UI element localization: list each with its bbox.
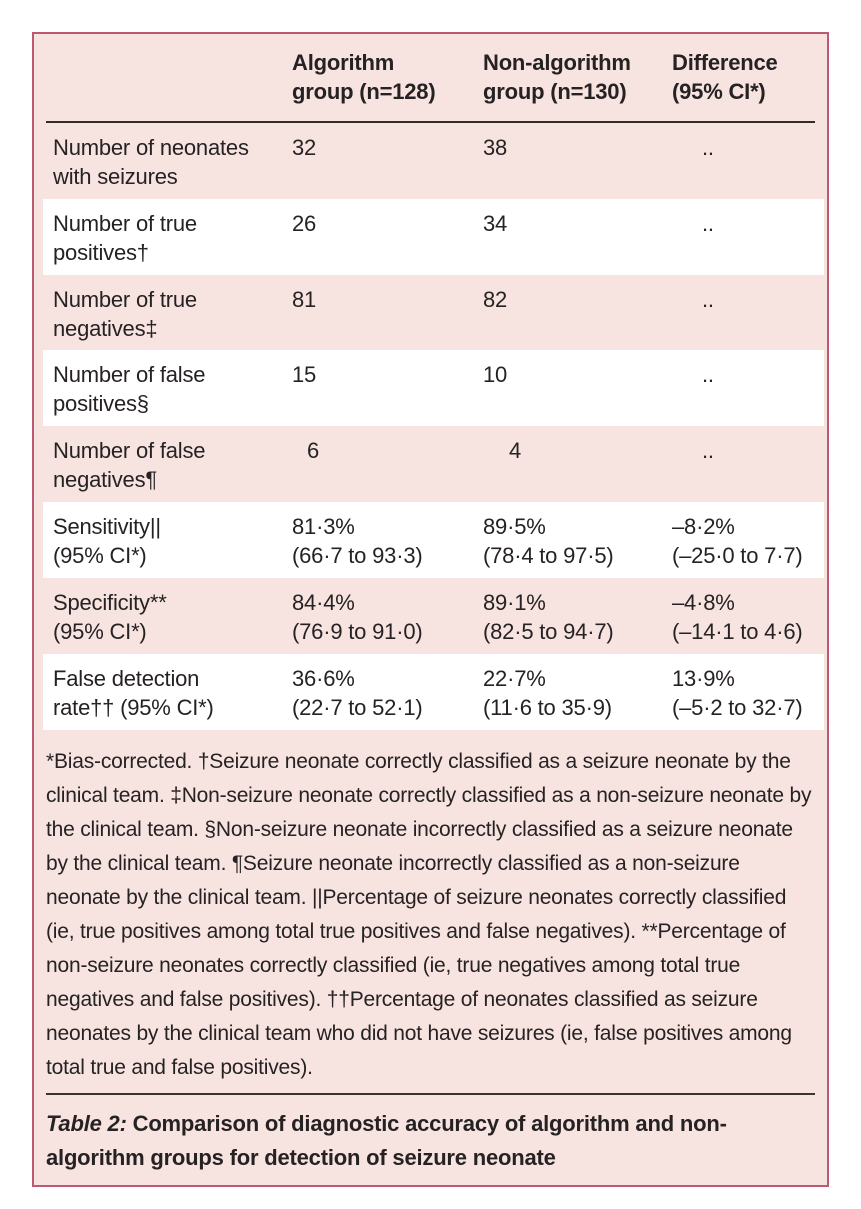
header-empty-cell	[53, 48, 292, 121]
caption-text: Comparison of diagnostic accuracy of alg…	[46, 1111, 727, 1170]
cell-algorithm-value: 26	[292, 210, 317, 236]
table-row: Number of false positives§ 15 10 ..	[43, 350, 824, 427]
cell-label: Number of false positives§	[53, 362, 206, 417]
table-row: False detection rate†† (95% CI*) 36·6% (…	[43, 654, 824, 730]
cell-difference-value: ..	[702, 210, 714, 236]
header-difference: Difference (95% CI*)	[672, 50, 778, 104]
cell-non-algorithm-value: 10	[483, 362, 508, 388]
table-row: Number of true negatives‡ 81 82 ..	[43, 275, 824, 351]
table-row: Specificity** (95% CI*) 84·4% (76·9 to 9…	[43, 578, 824, 654]
table-row: Sensitivity|| (95% CI*) 81·3% (66·7 to 9…	[43, 502, 824, 579]
cell-algorithm-value: 36·6% (22·7 to 52·1)	[292, 666, 423, 721]
cell-difference-value: ..	[702, 286, 714, 312]
header-rule	[46, 120, 815, 123]
cell-non-algorithm-value: 89·5% (78·4 to 97·5)	[483, 514, 614, 569]
cell-algorithm-value: 81	[292, 286, 317, 312]
table-header-row: Algorithm group (n=128) Non-algorithm gr…	[43, 34, 824, 121]
cell-algorithm-value: 6	[307, 438, 320, 464]
caption-block: Table 2: Comparison of diagnostic accura…	[34, 1085, 827, 1185]
cell-label: False detection rate†† (95% CI*)	[53, 666, 214, 721]
table-footnote: *Bias-corrected. †Seizure neonate correc…	[46, 749, 812, 1079]
header-algorithm-group: Algorithm group (n=128)	[292, 50, 436, 104]
cell-non-algorithm-value: 34	[483, 210, 508, 236]
cell-algorithm-value: 81·3% (66·7 to 93·3)	[292, 514, 423, 569]
cell-label: Sensitivity|| (95% CI*)	[53, 514, 161, 569]
cell-algorithm-value: 84·4% (76·9 to 91·0)	[292, 590, 423, 645]
cell-difference-value: –8·2% (–25·0 to 7·7)	[672, 514, 803, 569]
cell-label: Number of true positives†	[53, 210, 197, 265]
cell-non-algorithm-value: 22·7% (11·6 to 35·9)	[483, 666, 612, 721]
caption-label: Table 2:	[46, 1111, 127, 1136]
cell-algorithm-value: 15	[292, 362, 317, 388]
cell-difference-value: ..	[702, 362, 714, 388]
cell-label: Specificity** (95% CI*)	[53, 590, 167, 645]
table-caption: Table 2: Comparison of diagnostic accura…	[46, 1107, 815, 1175]
cell-label: Number of true negatives‡	[53, 286, 197, 341]
table-row: Number of true positives† 26 34 ..	[43, 198, 824, 275]
cell-algorithm-value: 32	[292, 134, 317, 160]
cell-non-algorithm-value: 82	[483, 286, 508, 312]
cell-difference-value: ..	[702, 134, 714, 160]
table-row: Number of neonates with seizures 32 38 .…	[43, 123, 824, 199]
table-card: Algorithm group (n=128) Non-algorithm gr…	[32, 32, 829, 1187]
cell-difference-value: –4·8% (–14·1 to 4·6)	[672, 590, 803, 645]
cell-non-algorithm-value: 4	[509, 438, 522, 464]
header-non-algorithm-group: Non-algorithm group (n=130)	[483, 50, 631, 104]
cell-label: Number of neonates with seizures	[53, 134, 249, 189]
cell-difference-value: 13·9% (–5·2 to 32·7)	[672, 666, 803, 721]
caption-rule	[46, 1093, 815, 1095]
table-row: Number of false negatives¶ 6 4 ..	[43, 426, 824, 502]
cell-label: Number of false negatives¶	[53, 438, 206, 493]
cell-non-algorithm-value: 89·1% (82·5 to 94·7)	[483, 590, 614, 645]
cell-difference-value: ..	[702, 438, 714, 464]
cell-non-algorithm-value: 38	[483, 134, 508, 160]
